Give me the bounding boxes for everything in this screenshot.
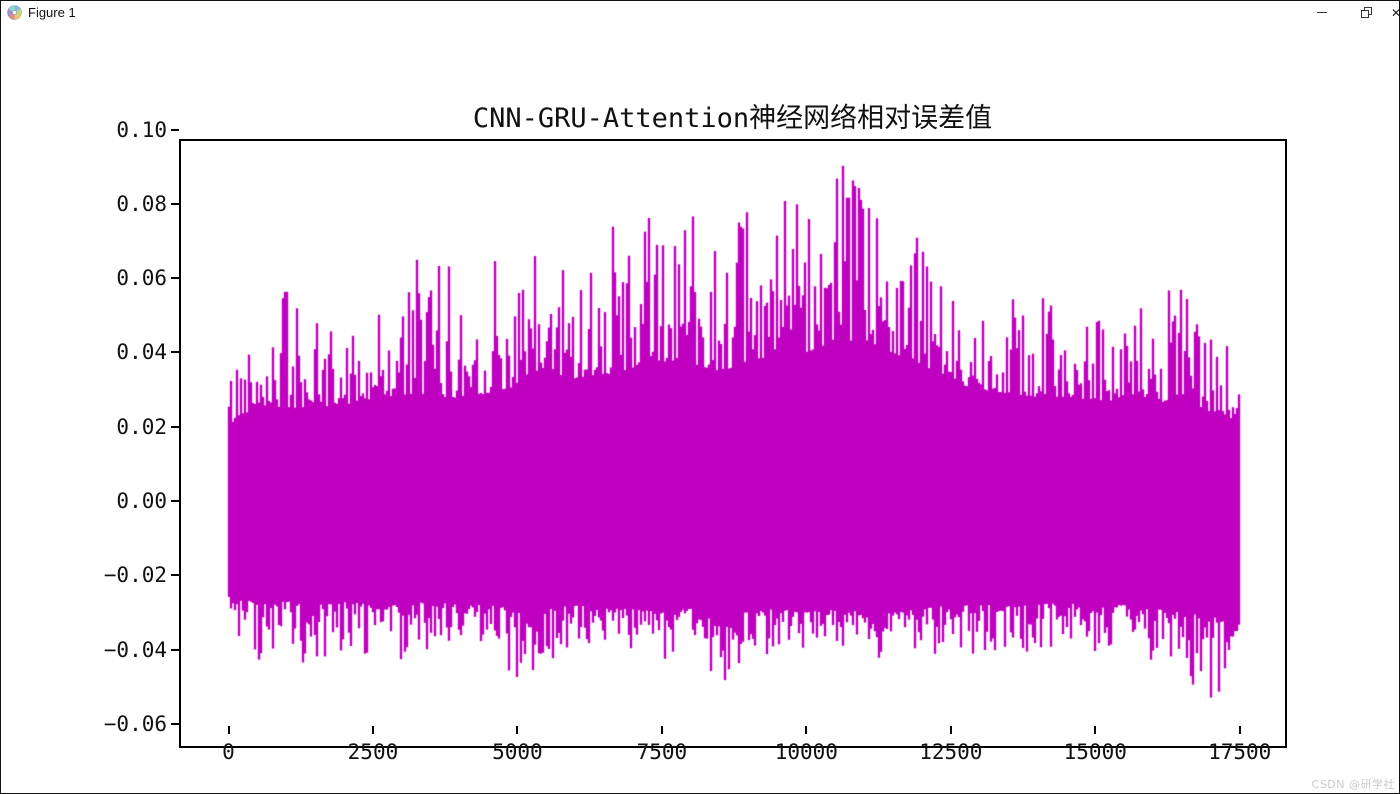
- y-tick-mark: [171, 722, 179, 725]
- y-tick-mark: [171, 648, 179, 651]
- figure-area: CNN-GRU-Attention神经网络相对误差值 0.100.080.060…: [1, 24, 1399, 793]
- x-tick-mark: [371, 726, 374, 734]
- matplotlib-logo-icon: [7, 5, 22, 20]
- x-tick-label: 12500: [919, 740, 983, 764]
- window-controls: ✕: [1299, 1, 1399, 24]
- minimize-button[interactable]: [1299, 1, 1344, 24]
- x-tick-mark: [1238, 726, 1241, 734]
- x-tick-mark: [1094, 726, 1097, 734]
- y-tick-mark: [171, 425, 179, 428]
- x-tick-label: 17500: [1208, 740, 1272, 764]
- x-tick-label: 2500: [347, 740, 399, 764]
- y-tick-label: 0.06: [116, 266, 167, 291]
- y-tick-mark: [171, 202, 179, 205]
- x-tick-label: 15000: [1063, 740, 1127, 764]
- y-tick-label: −0.04: [103, 637, 167, 662]
- close-icon: ✕: [1391, 6, 1399, 20]
- y-tick-label: 0.04: [116, 340, 167, 365]
- minimize-icon: [1316, 12, 1327, 13]
- y-tick-mark: [171, 277, 179, 280]
- y-tick-label: −0.02: [103, 563, 167, 588]
- error-signal-series: [179, 116, 1285, 723]
- x-tick-mark: [227, 726, 230, 734]
- maximize-button[interactable]: [1344, 1, 1389, 24]
- x-tick-mark: [660, 726, 663, 734]
- x-tick-label: 5000: [492, 740, 543, 764]
- y-tick-label: 0.10: [116, 117, 167, 142]
- x-tick-label: 0: [222, 740, 235, 764]
- x-tick-mark: [516, 726, 519, 734]
- y-tick-mark: [171, 351, 179, 354]
- y-tick-mark: [171, 128, 179, 131]
- x-tick-label: 7500: [636, 740, 688, 764]
- y-tick-label: 0.08: [116, 191, 167, 216]
- y-tick-mark: [171, 500, 179, 502]
- title-bar: Figure 1: [1, 1, 1399, 24]
- y-tick-label: 0.02: [116, 414, 167, 439]
- y-tick-label: −0.06: [103, 711, 167, 736]
- x-tick-label: 10000: [774, 740, 838, 764]
- x-tick-mark: [805, 726, 808, 734]
- y-tick-label: 0.00: [116, 489, 167, 513]
- close-button[interactable]: ✕: [1389, 1, 1399, 24]
- watermark: CSDN @研学社: [1311, 778, 1395, 791]
- window-title: Figure 1: [28, 5, 76, 20]
- restore-icon: [1361, 7, 1372, 18]
- x-tick-mark: [949, 726, 952, 734]
- y-tick-mark: [171, 574, 179, 577]
